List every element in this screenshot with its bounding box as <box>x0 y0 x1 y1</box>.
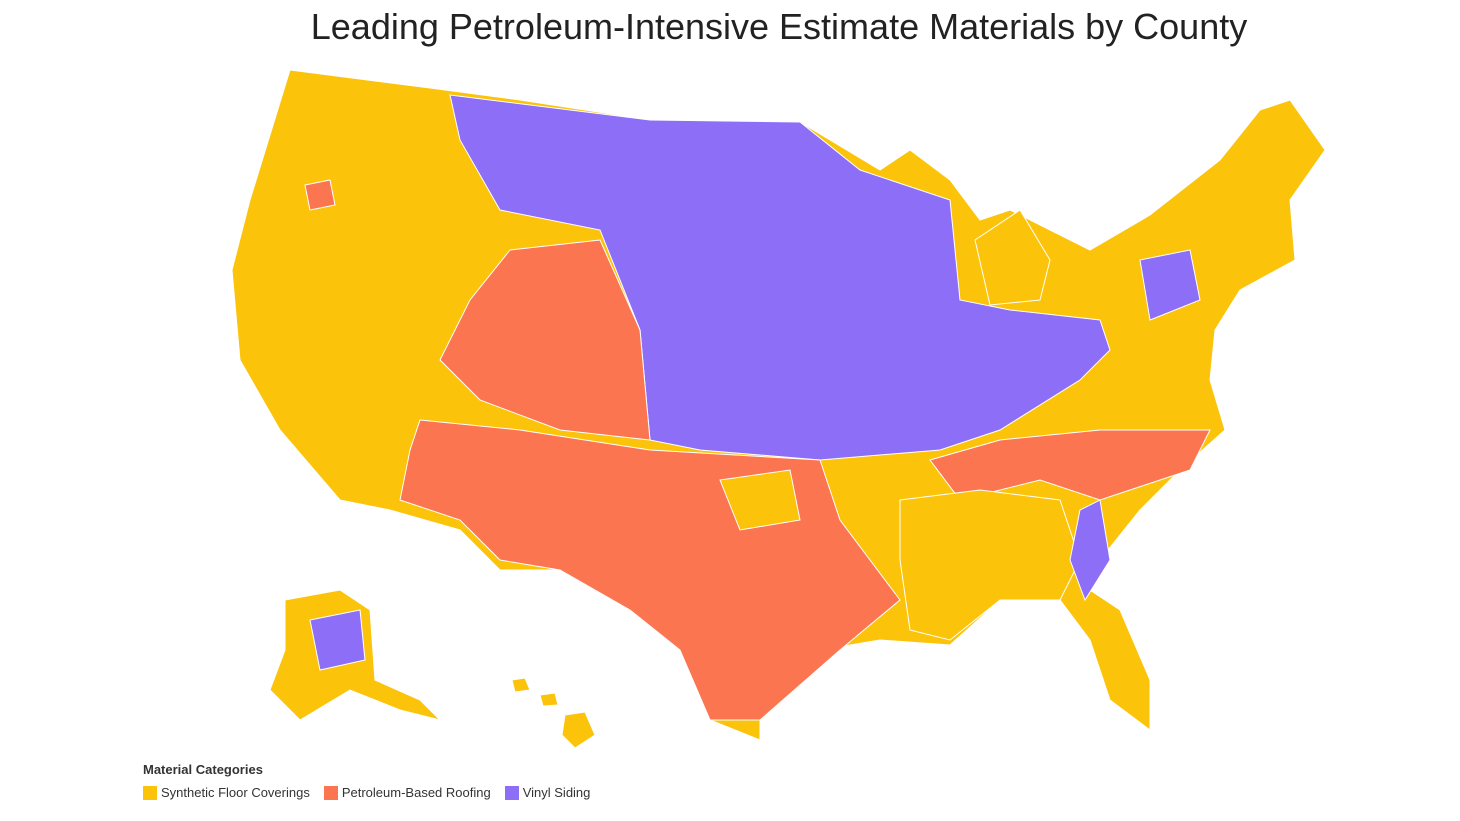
deep-south-region <box>899 489 1081 641</box>
alaska-patch <box>309 609 366 671</box>
legend-label: Vinyl Siding <box>522 785 591 800</box>
mountain-region <box>439 239 651 441</box>
oregon-patch <box>304 179 336 211</box>
midwest-region <box>449 94 1111 461</box>
great-lakes-patch <box>1139 249 1201 321</box>
great-lakes-michigan <box>974 209 1051 306</box>
hawaii-2 <box>511 677 531 693</box>
texas-patch <box>719 469 801 531</box>
georgia-patch <box>1069 499 1111 602</box>
legend-item: Petroleum-Based Roofing <box>323 785 491 800</box>
legend-label: Synthetic Floor Coverings <box>161 785 310 800</box>
hawaii-3 <box>539 692 559 707</box>
legend-item: Synthetic Floor Coverings <box>143 785 310 800</box>
legend-label: Petroleum-Based Roofing <box>341 785 491 800</box>
legend-item: Vinyl Siding <box>504 785 591 800</box>
legend-swatch <box>143 785 157 800</box>
legend-title: Material Categories <box>143 762 263 777</box>
map-title: Leading Petroleum-Intensive Estimate Mat… <box>310 6 1248 47</box>
legend-swatch <box>504 785 519 800</box>
hawaii-1 <box>561 711 596 749</box>
legend-items: Synthetic Floor Coverings Petroleum-Based… <box>143 785 590 800</box>
legend: Material Categories Synthetic Floor Cove… <box>143 762 590 800</box>
legend-swatch <box>323 785 338 800</box>
